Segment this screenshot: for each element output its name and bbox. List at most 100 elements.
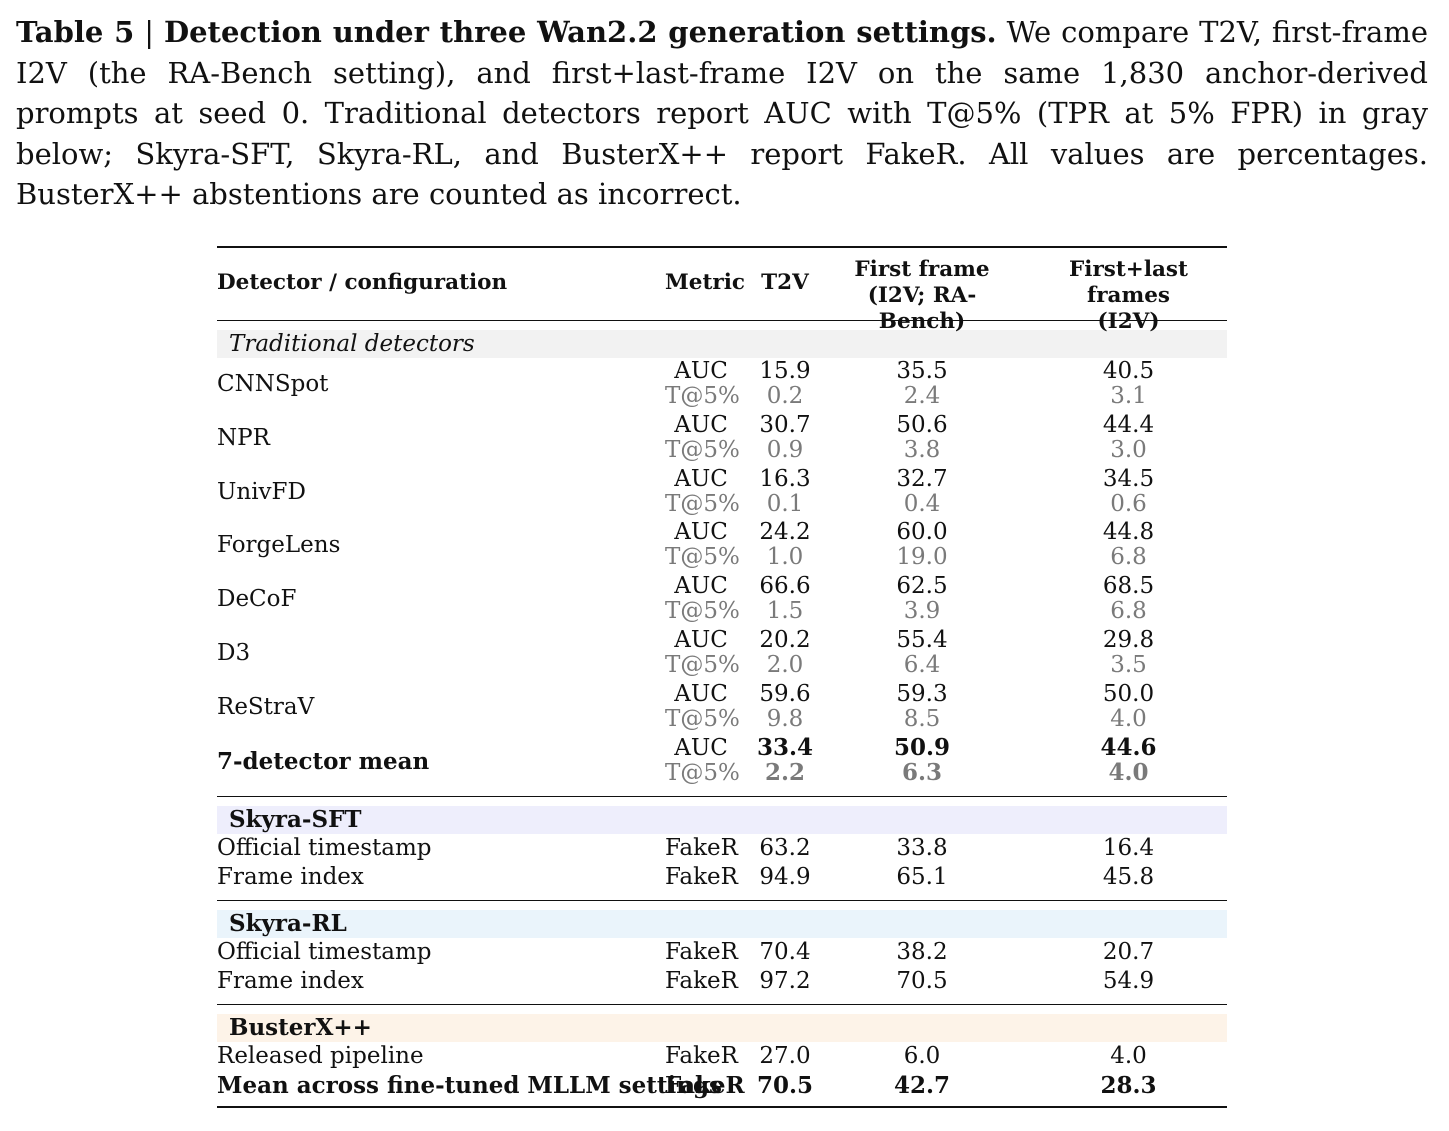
tpr-cell-first-frame: 3.8 [903, 436, 941, 463]
table-row: CNNSpot AUC 15.9 35.5 40.5 T@5% 0.2 2.4 3.1 [217, 358, 1227, 412]
metric-label: AUC [674, 358, 728, 384]
header-first-last-line1: First+last frames [1069, 257, 1188, 308]
tpr-cell-first-frame: 19.0 [896, 544, 948, 571]
detector-name: D3 [217, 639, 251, 666]
caption-separator: | [134, 15, 164, 49]
auc-line: AUC 24.2 60.0 44.8 [217, 519, 1227, 545]
auc-cell-first-last-frames: 50.0 [1102, 680, 1155, 707]
tpr-cell-first-last-frames: 6.8 [1110, 598, 1147, 625]
table-row: UnivFD AUC 16.3 32.7 34.5 T@5% 0.1 0.4 0.6 [217, 466, 1227, 520]
header-metric: Metric [665, 270, 745, 295]
auc-cell-first-last-frames: 29.8 [1102, 626, 1155, 653]
auc-line: AUC 16.3 32.7 34.5 [217, 466, 1227, 492]
tpr-line: T@5% 0.9 3.8 3.0 [217, 437, 1227, 463]
tpr-cell-first-last-frames: 3.5 [1110, 651, 1147, 678]
auc-cell-t2v: 24.2 [759, 519, 811, 546]
top-rule [217, 246, 1227, 248]
metric-label: AUC [674, 734, 728, 761]
table-row: Frame index FakeR 94.9 65.1 45.8 [217, 863, 1227, 892]
tpr-cell-first-last-frames: 0.6 [1110, 490, 1147, 517]
caption-label: Table 5 [16, 15, 135, 49]
config-name: Frame index [217, 864, 364, 891]
value-cell-t2v: 70.5 [756, 1072, 814, 1100]
tpr-line: T@5% 1.5 3.9 6.8 [217, 598, 1227, 624]
auc-cell-t2v: 33.4 [756, 733, 814, 761]
auc-cell-first-frame: 60.0 [896, 519, 948, 546]
metric-label: T@5% [665, 759, 740, 786]
tpr-line: T@5% 0.1 0.4 0.6 [217, 491, 1227, 517]
detector-name: NPR [217, 424, 270, 451]
value-cell-first-last-frames: 54.9 [1102, 968, 1155, 995]
tpr-cell-first-frame: 2.4 [903, 383, 941, 409]
auc-cell-first-last-frames: 44.4 [1102, 411, 1155, 438]
value-cell-first-frame: 38.2 [896, 939, 948, 966]
detector-name: ReStraV [217, 693, 315, 720]
header-first-frame-line1: First frame [854, 257, 990, 282]
metric-label: AUC [674, 680, 728, 707]
tpr-cell-first-last-frames: 4.0 [1110, 705, 1147, 732]
auc-line: AUC 33.4 50.9 44.6 [217, 733, 1227, 761]
auc-cell-first-frame: 35.5 [896, 358, 948, 384]
metric-label: AUC [674, 519, 728, 546]
metric-label: FakeR [665, 939, 738, 966]
results-table: Detector / configuration Metric T2V Firs… [217, 246, 1227, 1109]
bottom-rule [217, 1106, 1227, 1109]
value-cell-t2v: 27.0 [759, 1043, 811, 1070]
table-caption: Table 5 | Detection under three Wan2.2 g… [16, 12, 1428, 215]
auc-line: AUC 66.6 62.5 68.5 [217, 573, 1227, 599]
value-cell-first-last-frames: 20.7 [1102, 939, 1155, 966]
table-row: Frame index FakeR 97.2 70.5 54.9 [217, 967, 1227, 996]
table-row: ForgeLens AUC 24.2 60.0 44.8 T@5% 1.0 19.0 6.8 [217, 519, 1227, 573]
value-cell-first-frame: 33.8 [896, 835, 948, 862]
value-cell-t2v: 94.9 [759, 864, 811, 891]
header-first-last-frames: First+last frames (I2V) [1030, 257, 1227, 335]
config-name: Released pipeline [217, 1043, 424, 1070]
metric-label: T@5% [665, 490, 740, 517]
tpr-line: T@5% 1.0 19.0 6.8 [217, 544, 1227, 570]
metric-label: T@5% [665, 598, 740, 625]
tpr-line: T@5% 2.0 6.4 3.5 [217, 652, 1227, 678]
value-cell-first-frame: 6.0 [903, 1043, 941, 1070]
value-cell-t2v: 70.4 [759, 939, 811, 966]
metric-label: T@5% [665, 544, 740, 571]
value-cell-first-frame: 42.7 [893, 1072, 951, 1100]
tpr-line: T@5% 0.2 2.4 3.1 [217, 383, 1227, 409]
table-row: Official timestamp FakeR 63.2 33.8 16.4 [217, 834, 1227, 863]
value-cell-first-last-frames: 16.4 [1102, 835, 1155, 862]
metric-label: AUC [674, 465, 728, 492]
metric-label: AUC [674, 573, 728, 600]
header-t2v: T2V [761, 270, 809, 295]
detector-name: CNNSpot [217, 371, 329, 397]
section-rule [217, 796, 1227, 798]
metric-label: AUC [674, 626, 728, 653]
table-row: 7-detector mean AUC 33.4 50.9 44.6 T@5% 2.2 6.3… [217, 733, 1227, 789]
auc-cell-t2v: 59.6 [759, 680, 811, 707]
auc-cell-t2v: 66.6 [759, 573, 811, 600]
auc-line: AUC 20.2 55.4 29.8 [217, 627, 1227, 653]
metric-label: FakeR [665, 864, 738, 891]
metric-label: FakeR [665, 968, 738, 995]
tpr-cell-t2v: 0.9 [766, 436, 804, 463]
value-cell-first-last-frames: 4.0 [1110, 1043, 1147, 1070]
tpr-cell-first-frame: 6.3 [901, 758, 942, 786]
value-cell-t2v: 97.2 [759, 968, 811, 995]
auc-cell-t2v: 30.7 [759, 411, 811, 438]
detector-name: UnivFD [217, 478, 306, 505]
value-cell-first-frame: 70.5 [896, 968, 948, 995]
auc-cell-t2v: 15.9 [759, 358, 811, 384]
auc-cell-first-last-frames: 40.5 [1102, 358, 1155, 384]
auc-cell-first-frame: 62.5 [896, 573, 948, 600]
tpr-cell-first-frame: 3.9 [903, 598, 941, 625]
skyra-sft-rows: Official timestamp FakeR 63.2 33.8 16.4 Frame… [217, 834, 1227, 892]
detector-name: ForgeLens [217, 532, 341, 559]
auc-cell-first-frame: 59.3 [896, 680, 948, 707]
auc-cell-first-frame: 55.4 [896, 626, 948, 653]
busterx-rows: Released pipeline FakeR 27.0 6.0 4.0 Mean acr… [217, 1042, 1227, 1100]
table-row: ReStraV AUC 59.6 59.3 50.0 T@5% 9.8 8.5 4.0 [217, 681, 1227, 735]
section-traditional: Traditional detectors [217, 330, 1227, 358]
auc-cell-first-last-frames: 34.5 [1102, 465, 1155, 492]
auc-line: AUC 30.7 50.6 44.4 [217, 412, 1227, 438]
skyra-rl-rows: Official timestamp FakeR 70.4 38.2 20.7 Frame… [217, 938, 1227, 996]
caption-body: We compare T2V, first-frame I2V (the RA-… [16, 15, 1428, 211]
metric-label: FakeR [665, 835, 738, 862]
